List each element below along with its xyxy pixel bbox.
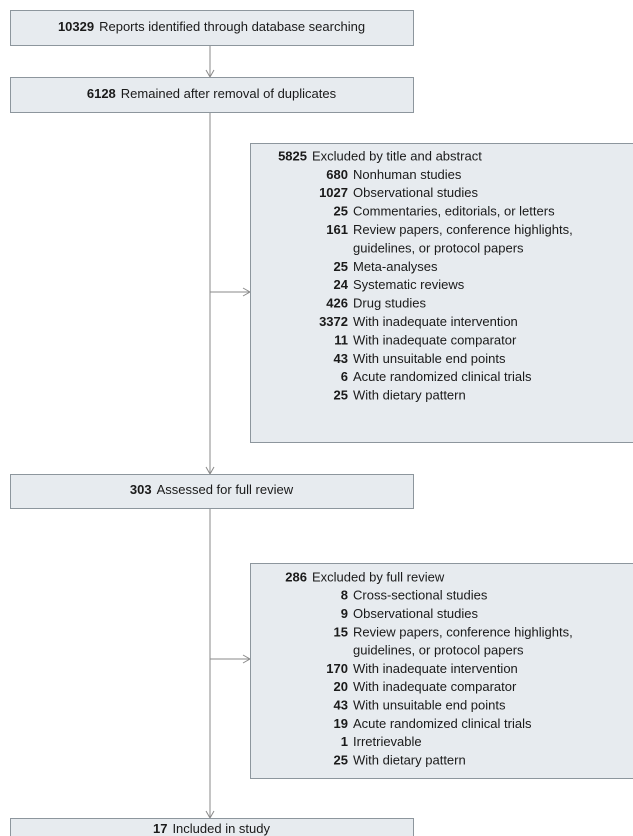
box xyxy=(10,474,414,509)
count: 25 xyxy=(334,752,348,767)
label: Included in study xyxy=(172,821,270,836)
count: 680 xyxy=(326,167,348,182)
box xyxy=(10,818,414,836)
label: guidelines, or protocol papers xyxy=(353,643,524,658)
count: 5825 xyxy=(278,148,307,163)
count: 43 xyxy=(334,351,348,366)
count: 170 xyxy=(326,661,348,676)
exclusion-box xyxy=(250,143,633,443)
count: 43 xyxy=(334,698,348,713)
count: 1 xyxy=(341,734,348,749)
count: 15 xyxy=(334,624,348,639)
count: 1027 xyxy=(319,185,348,200)
label: With inadequate intervention xyxy=(353,314,518,329)
label: guidelines, or protocol papers xyxy=(353,240,524,255)
box-text: 10329 Reports identified through database… xyxy=(58,19,365,34)
label: With dietary pattern xyxy=(353,752,466,767)
box-text: 17 Included in study xyxy=(153,821,271,836)
count: 11 xyxy=(334,332,348,347)
count: 24 xyxy=(334,277,349,292)
label: Acute randomized clinical trials xyxy=(353,716,532,731)
label: Observational studies xyxy=(353,185,479,200)
label: With dietary pattern xyxy=(353,388,466,403)
label: Commentaries, editorials, or letters xyxy=(353,204,555,219)
count: 6128 xyxy=(87,86,116,101)
box-text: 6128 Remained after removal of duplicates xyxy=(87,86,337,101)
count: 10329 xyxy=(58,19,94,34)
label: Systematic reviews xyxy=(353,277,465,292)
count: 19 xyxy=(334,716,348,731)
count: 25 xyxy=(334,204,348,219)
label: With inadequate intervention xyxy=(353,661,518,676)
count: 25 xyxy=(334,259,348,274)
count: 3372 xyxy=(319,314,348,329)
label: Excluded by full review xyxy=(312,569,445,584)
label: Nonhuman studies xyxy=(353,167,462,182)
count: 17 xyxy=(153,821,167,836)
label: Meta-analyses xyxy=(353,259,438,274)
count: 8 xyxy=(341,588,348,603)
count: 20 xyxy=(334,679,348,694)
label: With inadequate comparator xyxy=(353,679,517,694)
label: With unsuitable end points xyxy=(353,698,506,713)
count: 286 xyxy=(285,569,307,584)
label: Drug studies xyxy=(353,296,426,311)
count: 303 xyxy=(130,482,152,497)
count: 161 xyxy=(326,222,348,237)
label: With inadequate comparator xyxy=(353,332,517,347)
label: With unsuitable end points xyxy=(353,351,506,366)
label: Observational studies xyxy=(353,606,479,621)
count: 25 xyxy=(334,388,348,403)
label: Reports identified through database sear… xyxy=(99,19,365,34)
box-text: 303 Assessed for full review xyxy=(130,482,294,497)
exclusion-box xyxy=(250,563,633,779)
count: 9 xyxy=(341,606,348,621)
count: 426 xyxy=(326,296,348,311)
label: Acute randomized clinical trials xyxy=(353,369,532,384)
label: Irretrievable xyxy=(353,734,422,749)
count: 6 xyxy=(341,369,348,384)
label: Review papers, conference highlights, xyxy=(353,222,573,237)
box xyxy=(10,10,414,46)
label: Cross-sectional studies xyxy=(353,588,488,603)
connectors xyxy=(205,45,252,820)
label: Excluded by title and abstract xyxy=(312,148,482,163)
label: Assessed for full review xyxy=(157,482,294,497)
box xyxy=(10,77,414,113)
label: Remained after removal of duplicates xyxy=(121,86,337,101)
label: Review papers, conference highlights, xyxy=(353,624,573,639)
